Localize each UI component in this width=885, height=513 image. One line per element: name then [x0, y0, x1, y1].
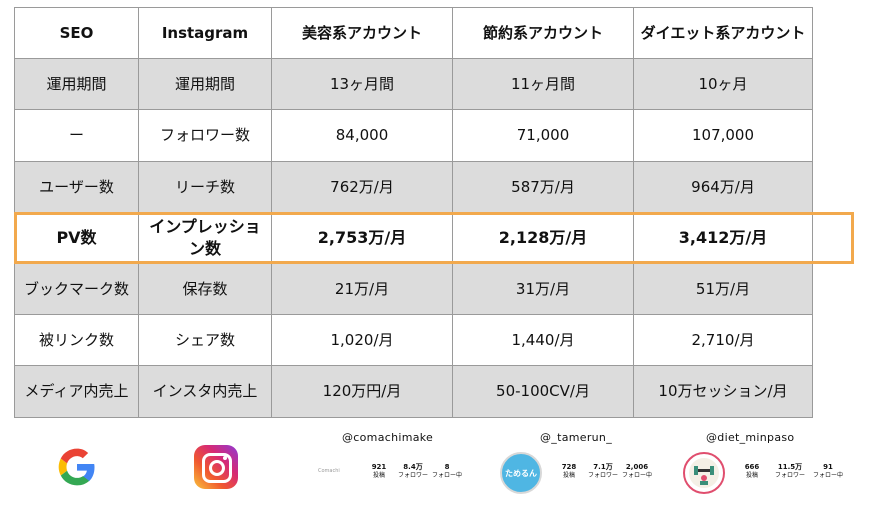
- table-cell: 被リンク数: [14, 314, 139, 367]
- table-cell: 運用期間: [138, 58, 272, 111]
- table-cell: 2,753万/月: [271, 211, 453, 264]
- table-row: 運用期間 運用期間 13ヶ月間 11ヶ月間 10ヶ月: [14, 58, 813, 111]
- avatar: [683, 452, 725, 494]
- avatar: ためるん: [500, 452, 542, 494]
- table-row: ブックマーク数 保存数 21万/月 31万/月 51万/月: [14, 262, 813, 316]
- stat-following: 91 フォロー中: [812, 463, 843, 480]
- table-cell: インプレッション数: [138, 211, 272, 264]
- profile-name: ためるん: [505, 469, 537, 478]
- table-cell: ー: [14, 109, 139, 162]
- stat-following: 2,006 フォロー中: [621, 463, 652, 480]
- table-cell: 2,710/月: [633, 314, 813, 367]
- table-cell: フォロワー数: [138, 109, 272, 162]
- table-cell: ブックマーク数: [14, 262, 139, 316]
- table-cell: 10万セッション/月: [633, 365, 813, 418]
- dumbbell-icon: [689, 458, 719, 488]
- table-cell: 運用期間: [14, 58, 139, 111]
- table-cell: 31万/月: [452, 262, 634, 316]
- stat-following: 8 フォロー中: [431, 463, 462, 480]
- instagram-logo-icon: [194, 445, 238, 489]
- table-cell: 1,020/月: [271, 314, 453, 367]
- profile-name: Comachi: [318, 468, 340, 474]
- account-handle: @comachimake: [342, 431, 434, 444]
- google-logo-icon: [58, 448, 95, 486]
- table-cell: シェア数: [138, 314, 272, 367]
- table-row: ー フォロワー数 84,000 71,000 107,000: [14, 109, 813, 162]
- header-cell-saving: 節約系アカウント: [452, 6, 634, 60]
- account-handle: @_tamerun_: [540, 431, 613, 444]
- stat-posts: 666 投稿: [744, 463, 760, 480]
- table-cell: 11ヶ月間: [452, 58, 634, 111]
- table-cell: ユーザー数: [14, 160, 139, 213]
- table-cell: 71,000: [452, 109, 634, 162]
- table-cell: 587万/月: [452, 160, 634, 213]
- table-cell: 13ヶ月間: [271, 58, 453, 111]
- stat-followers: 11.5万 フォロワー: [774, 463, 805, 480]
- stat-posts: 728 投稿: [561, 463, 577, 480]
- stat-posts: 921 投稿: [371, 463, 387, 480]
- stat-followers: 8.4万 フォロワー: [397, 463, 428, 480]
- table-header-row: SEO Instagram 美容系アカウント 節約系アカウント ダイエット系アカ…: [14, 6, 813, 60]
- header-cell-instagram: Instagram: [138, 6, 272, 60]
- table-cell: メディア内売上: [14, 365, 139, 418]
- table-cell: 保存数: [138, 262, 272, 316]
- table-cell: PV数: [14, 211, 139, 264]
- profile-card: 666 投稿 11.5万 フォロワー 91 フォロー中: [683, 452, 853, 496]
- table-cell: 2,128万/月: [452, 211, 634, 264]
- table-row: メディア内売上 インスタ内売上 120万円/月 50-100CV/月 10万セッ…: [14, 365, 813, 418]
- table-cell: インスタ内売上: [138, 365, 272, 418]
- table-cell: 964万/月: [633, 160, 813, 213]
- table-cell: 51万/月: [633, 262, 813, 316]
- account-handle: @diet_minpaso: [706, 431, 795, 444]
- table-row: 被リンク数 シェア数 1,020/月 1,440/月 2,710/月: [14, 314, 813, 367]
- table-cell: リーチ数: [138, 160, 272, 213]
- table-cell: 1,440/月: [452, 314, 634, 367]
- table-cell: 21万/月: [271, 262, 453, 316]
- profile-card: Comachi 921 投稿 8.4万 フォロワー 8 フォロー中: [318, 452, 468, 496]
- table-cell: 120万円/月: [271, 365, 453, 418]
- table-row-highlighted: PV数 インプレッション数 2,753万/月 2,128万/月 3,412万/月: [14, 211, 813, 264]
- table-cell: 50-100CV/月: [452, 365, 634, 418]
- header-cell-seo: SEO: [14, 6, 139, 60]
- header-cell-beauty: 美容系アカウント: [271, 6, 453, 60]
- table-cell: 3,412万/月: [633, 211, 813, 264]
- table-cell: 762万/月: [271, 160, 453, 213]
- table-cell: 10ヶ月: [633, 58, 813, 111]
- table-cell: 84,000: [271, 109, 453, 162]
- table-cell: 107,000: [633, 109, 813, 162]
- header-cell-diet: ダイエット系アカウント: [633, 6, 813, 60]
- profile-card: ためるん 728 投稿 7.1万 フォロワー 2,006 フォロー中: [500, 452, 660, 496]
- stat-followers: 7.1万 フォロワー: [587, 463, 618, 480]
- table-row: ユーザー数 リーチ数 762万/月 587万/月 964万/月: [14, 160, 813, 213]
- comparison-table: SEO Instagram 美容系アカウント 節約系アカウント ダイエット系アカ…: [14, 6, 813, 418]
